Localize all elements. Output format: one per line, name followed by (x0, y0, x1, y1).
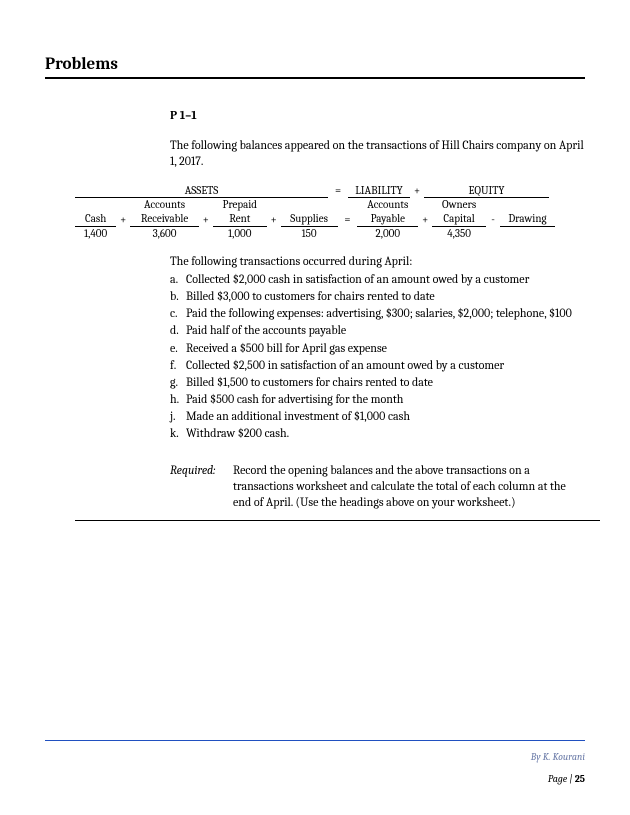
section-heading: Problems (45, 55, 585, 79)
transaction-text: Paid half of the accounts payable (186, 322, 585, 338)
oc-label-line2: Capital (432, 212, 486, 226)
transaction-text: Paid $500 cash for advertising for the m… (186, 391, 585, 407)
transaction-marker: g. (170, 374, 186, 390)
ar-value: 3,600 (130, 227, 199, 241)
transactions-block: The following transactions occurred duri… (170, 253, 585, 522)
accounting-equation-table: ASSETS = LIABILITY + EQUITY Cash + Accou… (75, 184, 555, 241)
transaction-item: h.Paid $500 cash for advertising for the… (170, 391, 585, 407)
minus-sign: - (486, 213, 500, 227)
transaction-item: k.Withdraw $200 cash. (170, 425, 585, 441)
cash-col-label: Cash (75, 212, 116, 227)
page-label: Page | (548, 773, 575, 785)
liability-section-label: LIABILITY (348, 184, 410, 199)
transaction-item: e.Received a $500 bill for April gas exp… (170, 340, 585, 356)
transaction-text: Paid the following expenses: advertising… (186, 305, 585, 321)
transaction-marker: k. (170, 425, 186, 441)
footer-rule (45, 740, 585, 741)
required-label: Required: (170, 462, 233, 511)
intro-paragraph: The following balances appeared on the t… (170, 137, 585, 169)
transaction-marker: c. (170, 305, 186, 321)
transaction-item: j.Made an additional investment of $1,00… (170, 408, 585, 424)
plus-sign: + (199, 213, 213, 227)
footer-byline: By K. Kourani (45, 751, 585, 763)
rent-label-line2: Rent (213, 212, 267, 226)
transaction-marker: f. (170, 357, 186, 373)
assets-section-label: ASSETS (75, 184, 328, 199)
transaction-item: c.Paid the following expenses: advertisi… (170, 305, 585, 321)
ap-label-line2: Payable (357, 212, 418, 226)
plus-sign: + (418, 213, 432, 227)
transaction-marker: h. (170, 391, 186, 407)
rent-label-line1: Prepaid (213, 198, 267, 212)
rent-value: 1,000 (213, 227, 267, 241)
bottom-rule (75, 520, 600, 521)
oc-value: 4,350 (432, 227, 486, 241)
equals-sign: = (338, 213, 358, 227)
equation-column-headers: Cash + Accounts Receivable + Prepaid Ren… (75, 198, 555, 227)
transaction-item: g.Billed $1,500 to customers for chairs … (170, 374, 585, 390)
equity-section-label: EQUITY (424, 184, 549, 199)
problem-content: P 1–1 The following balances appeared on… (170, 107, 585, 170)
cash-value: 1,400 (75, 227, 116, 241)
plus-sign: + (410, 184, 424, 199)
transaction-item: b.Billed $3,000 to customers for chairs … (170, 288, 585, 304)
transaction-text: Billed $1,500 to customers for chairs re… (186, 374, 585, 390)
rent-col-label: Prepaid Rent (213, 198, 267, 227)
transaction-item: a.Collected $2,000 cash in satisfaction … (170, 271, 585, 287)
plus-sign: + (116, 213, 130, 227)
transaction-text: Made an additional investment of $1,000 … (186, 408, 585, 424)
transaction-item: d.Paid half of the accounts payable (170, 322, 585, 338)
page-number: 25 (575, 773, 585, 785)
ap-col-label: Accounts Payable (357, 198, 418, 227)
footer-page: Page | 25 (45, 773, 585, 785)
equation-sections-row: ASSETS = LIABILITY + EQUITY (75, 184, 555, 199)
equals-sign: = (328, 184, 348, 199)
draw-col-label: Drawing (500, 212, 555, 227)
required-text: Record the opening balances and the abov… (233, 462, 585, 511)
transaction-text: Withdraw $200 cash. (186, 425, 585, 441)
supplies-col-label: Supplies (281, 212, 338, 227)
ar-label-line1: Accounts (130, 198, 199, 212)
transaction-marker: e. (170, 340, 186, 356)
transaction-marker: a. (170, 271, 186, 287)
transactions-intro: The following transactions occurred duri… (170, 253, 585, 269)
ap-value: 2,000 (357, 227, 418, 241)
oc-label-line1: Owners (432, 198, 486, 212)
transaction-text: Collected $2,500 in satisfaction of an a… (186, 357, 585, 373)
transaction-marker: j. (170, 408, 186, 424)
transaction-text: Collected $2,000 cash in satisfaction of… (186, 271, 585, 287)
page-footer: By K. Kourani Page | 25 (45, 740, 585, 785)
transaction-marker: d. (170, 322, 186, 338)
ar-label-line2: Receivable (130, 212, 199, 226)
transaction-marker: b. (170, 288, 186, 304)
transactions-list: a.Collected $2,000 cash in satisfaction … (170, 271, 585, 442)
plus-sign: + (267, 213, 281, 227)
problem-number: P 1–1 (170, 107, 585, 123)
transaction-text: Received a $500 bill for April gas expen… (186, 340, 585, 356)
ap-label-line1: Accounts (357, 198, 418, 212)
oc-col-label: Owners Capital (432, 198, 486, 227)
equation-values-row: 1,400 3,600 1,000 150 2,000 4,350 (75, 227, 555, 241)
supplies-value: 150 (281, 227, 338, 241)
ar-col-label: Accounts Receivable (130, 198, 199, 227)
required-block: Required: Record the opening balances an… (170, 462, 585, 511)
transaction-item: f.Collected $2,500 in satisfaction of an… (170, 357, 585, 373)
transaction-text: Billed $3,000 to customers for chairs re… (186, 288, 585, 304)
